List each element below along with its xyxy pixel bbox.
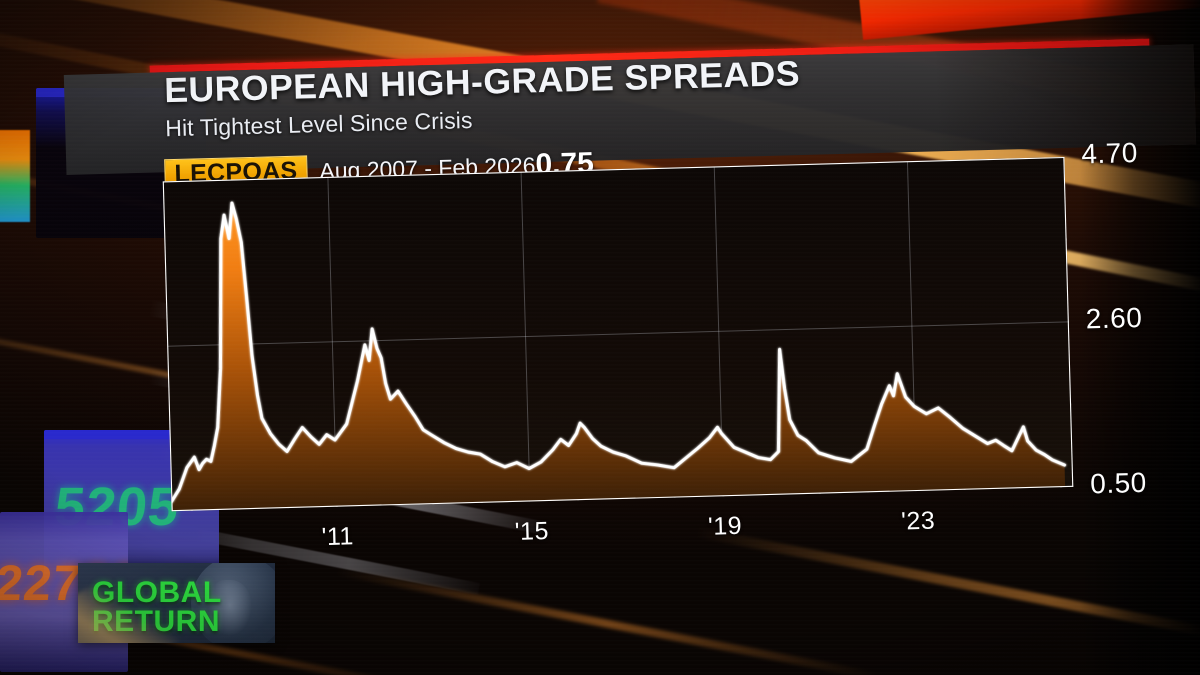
- x-axis-tick-label: '23: [900, 506, 936, 536]
- header-band-fade: [933, 44, 1197, 152]
- x-axis-tick-label: '11: [321, 522, 355, 552]
- y-axis-tick-label: 4.70: [1080, 136, 1139, 170]
- y-axis-tick-label: 2.60: [1085, 301, 1143, 335]
- chart-area-fill: [171, 203, 1066, 512]
- x-axis-tick-label: '15: [514, 517, 550, 546]
- spread-area-chart: [162, 156, 1074, 512]
- x-axis-tick-label: '19: [707, 511, 743, 541]
- y-axis-tick-label: 0.50: [1089, 466, 1148, 500]
- chart-graphic-panel: EUROPEAN HIGH-GRADE SPREADS Hit Tightest…: [62, 0, 1197, 568]
- global-return-logo: GLOBAL RETURN: [78, 563, 275, 643]
- color-calibration-bar: [0, 130, 30, 222]
